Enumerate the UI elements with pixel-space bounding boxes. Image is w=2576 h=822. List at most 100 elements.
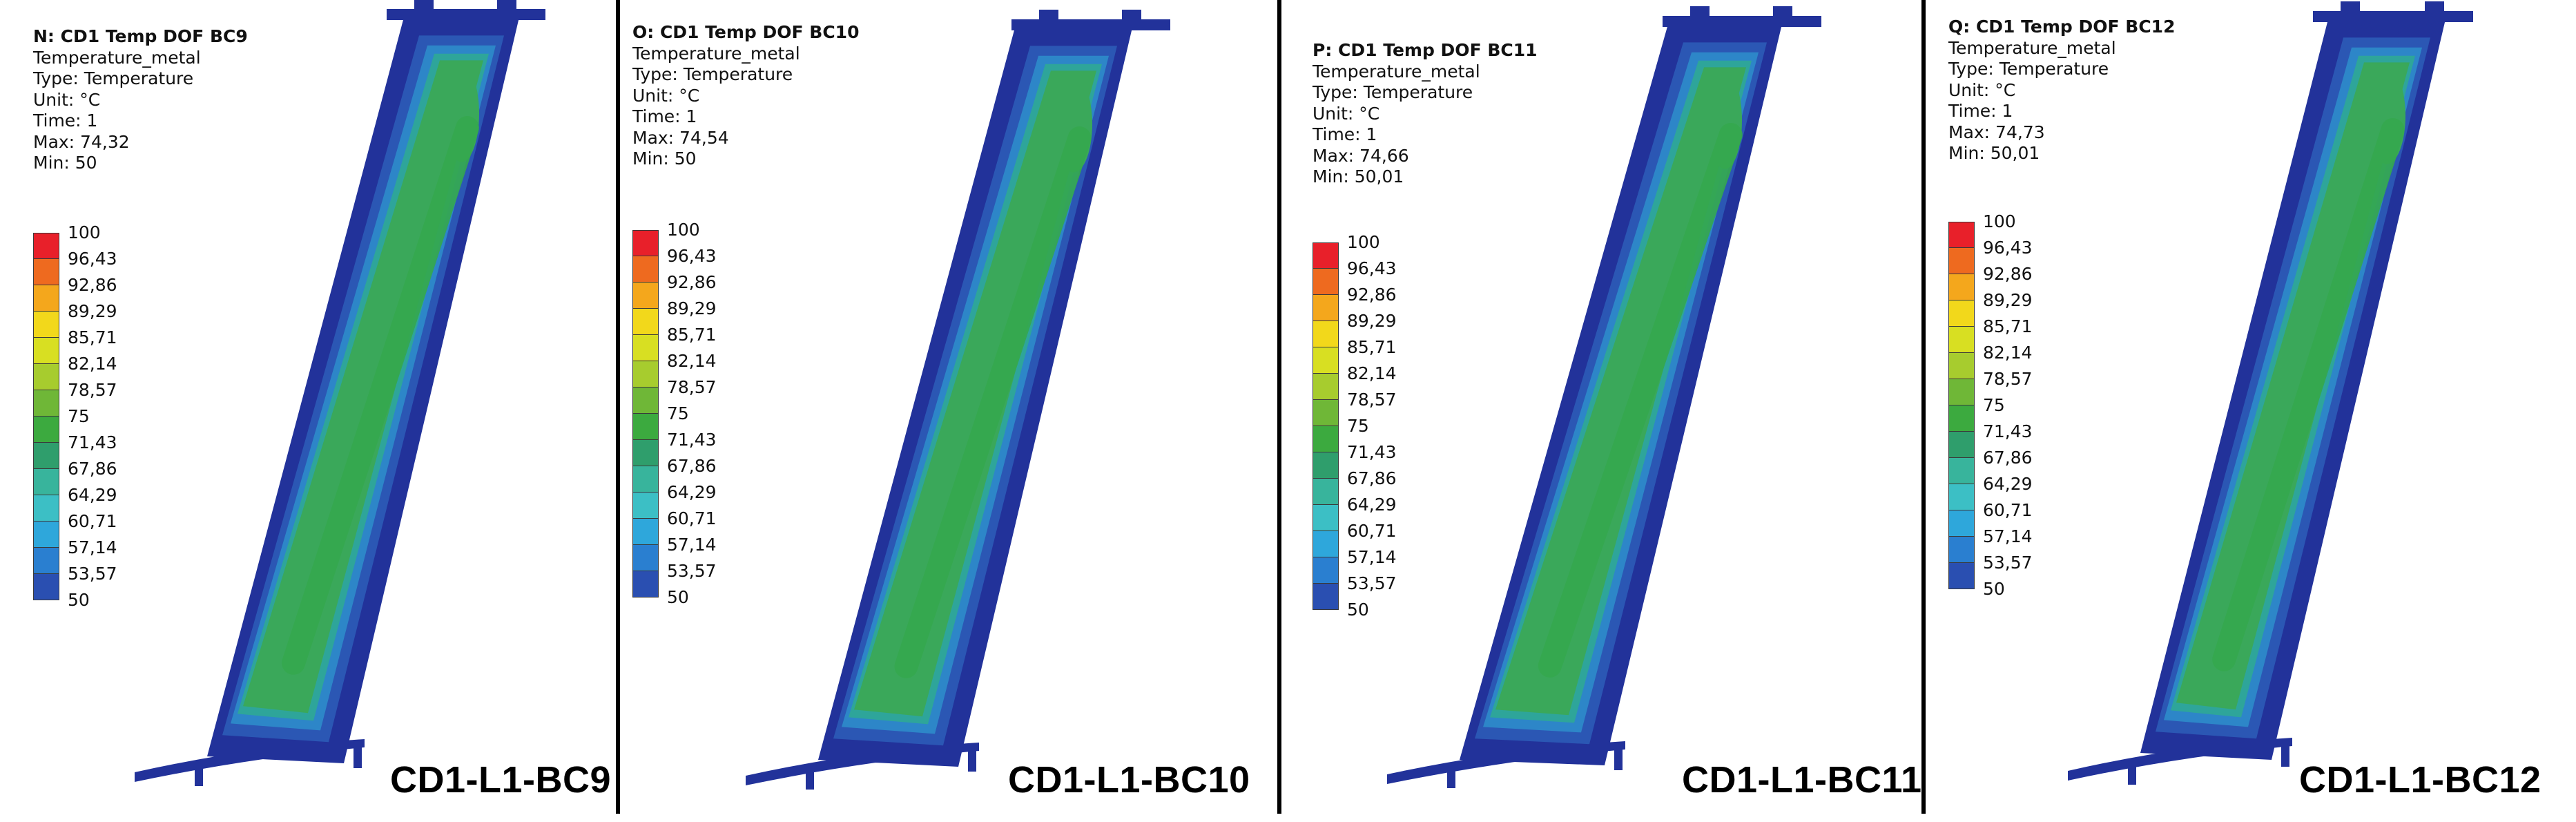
result-time: Time: 1 — [1948, 101, 2013, 121]
legend-label: 64,29 — [667, 482, 717, 502]
legend-swatch — [1948, 563, 1975, 589]
legend-swatch — [1948, 248, 1975, 274]
result-max: Max: 74,73 — [1948, 122, 2045, 142]
legend-label: 71,43 — [1983, 421, 2033, 441]
legend-swatch — [1948, 537, 1975, 563]
panel-divider — [1921, 0, 1926, 814]
legend-swatch — [632, 256, 659, 283]
legend-label: 50 — [667, 587, 689, 607]
result-title: Q: CD1 Temp DOF BC12 — [1948, 17, 2176, 37]
legend-label: 96,43 — [1983, 238, 2033, 258]
legend-swatch — [632, 309, 659, 335]
legend-swatch — [1948, 300, 1975, 327]
legend-swatch — [1313, 505, 1339, 531]
legend-label: 50 — [1347, 600, 1369, 620]
result-title: O: CD1 Temp DOF BC10 — [632, 22, 860, 42]
contour-band — [1495, 67, 1746, 716]
legend-swatch — [1313, 347, 1339, 374]
legend-label: 85,71 — [68, 327, 117, 347]
legend-label: 57,14 — [1347, 547, 1397, 567]
panel-caption: CD1-L1-BC9 — [390, 759, 612, 801]
legend-label: 67,86 — [1983, 448, 2033, 468]
legend-label: 89,29 — [1347, 311, 1397, 331]
legend-swatch — [33, 522, 59, 548]
legend-label: 57,14 — [667, 535, 717, 555]
legend-label: 78,57 — [1347, 390, 1397, 410]
legend-swatch — [1948, 379, 1975, 405]
legend-swatch — [1948, 458, 1975, 484]
legend-label: 96,43 — [68, 249, 117, 269]
legend-swatch — [632, 388, 659, 414]
legend-swatch — [1948, 353, 1975, 379]
flange-tab — [497, 0, 516, 10]
legend-label: 85,71 — [667, 325, 717, 345]
legend-label: 92,86 — [1983, 264, 2033, 284]
result-name: Temperature_metal — [1948, 37, 2116, 58]
legend-label: 57,14 — [1983, 526, 2033, 546]
result-unit: Unit: °C — [33, 89, 101, 110]
result-info: N: CD1 Temp DOF BC9 Temperature_metal Ty… — [33, 26, 248, 174]
flange-tab — [2341, 1, 2360, 12]
legend-label: 89,29 — [68, 301, 117, 321]
legend-label: 85,71 — [1347, 337, 1397, 357]
legend-swatch — [1313, 321, 1339, 347]
legend-label: 60,71 — [68, 511, 117, 531]
legend-swatch — [1948, 222, 1975, 248]
base-leg — [1614, 743, 1623, 770]
base-leg — [1447, 765, 1455, 788]
legend-swatch — [33, 469, 59, 495]
legend-swatch — [33, 574, 59, 600]
legend-swatch — [1313, 242, 1339, 269]
legend-label: 57,14 — [68, 537, 117, 557]
legend-label: 50 — [68, 590, 90, 610]
result-min: Min: 50,01 — [1948, 143, 2040, 163]
result-time: Time: 1 — [33, 111, 98, 131]
legend-label: 75 — [1983, 395, 2005, 415]
core-streak — [2212, 118, 2405, 671]
legend-label: 92,86 — [68, 275, 117, 295]
result-max: Max: 74,32 — [33, 131, 130, 152]
panel-caption: CD1-L1-BC12 — [2299, 759, 2541, 801]
result-max: Max: 74,54 — [632, 127, 729, 148]
result-panel-bc9: N: CD1 Temp DOF BC9 Temperature_metal Ty… — [0, 0, 617, 822]
legend-label: 92,86 — [667, 272, 717, 292]
panel-caption: CD1-L1-BC11 — [1682, 759, 1922, 801]
legend-label: 60,71 — [1347, 521, 1397, 541]
legend-swatch — [1313, 531, 1339, 557]
contour-band — [854, 70, 1096, 717]
flange-tab — [414, 0, 434, 10]
blade-contour-plot — [1387, 6, 1821, 788]
legend-label: 89,29 — [667, 298, 717, 318]
legend-swatch — [1313, 557, 1339, 584]
result-panel-bc12: Q: CD1 Temp DOF BC12 Temperature_metal T… — [1926, 0, 2576, 822]
base-leg — [195, 763, 203, 786]
legend-label: 92,86 — [1347, 285, 1397, 305]
legend-label: 78,57 — [667, 377, 717, 397]
core-streak — [282, 116, 479, 675]
result-max: Max: 74,66 — [1313, 145, 1409, 166]
legend-label: 100 — [1347, 232, 1380, 252]
legend-swatch — [1948, 405, 1975, 432]
result-time: Time: 1 — [632, 106, 697, 126]
legend-label: 100 — [68, 222, 101, 242]
legend-swatch — [1313, 295, 1339, 321]
legend-swatch — [632, 466, 659, 493]
legend-label: 60,71 — [1983, 500, 2033, 520]
blade-contour-plot — [746, 10, 1170, 790]
result-info: P: CD1 Temp DOF BC11 Temperature_metal T… — [1313, 40, 1538, 188]
result-type: Type: Temperature — [1948, 59, 2109, 79]
core-streak — [894, 126, 1092, 678]
result-min: Min: 50 — [33, 153, 97, 173]
legend-label: 67,86 — [667, 456, 717, 476]
result-info: Q: CD1 Temp DOF BC12 Temperature_metal T… — [1948, 17, 2175, 164]
legend-swatch — [33, 548, 59, 574]
panel-divider — [616, 0, 620, 814]
result-name: Temperature_metal — [1313, 61, 1480, 82]
legend-swatch — [33, 338, 59, 364]
legend-label: 82,14 — [68, 354, 117, 374]
legend-swatch — [632, 230, 659, 256]
legend-swatch — [1313, 452, 1339, 479]
legend-swatch — [33, 259, 59, 285]
legend-swatch — [1948, 274, 1975, 300]
flange-tab — [1773, 6, 1792, 17]
